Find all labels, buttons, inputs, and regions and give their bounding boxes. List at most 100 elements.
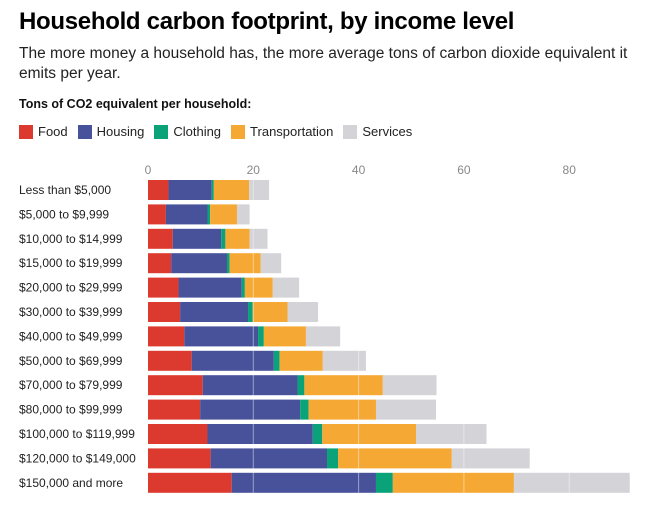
bar-segment-transportation bbox=[225, 228, 250, 249]
bar-segment-housing bbox=[180, 302, 249, 322]
bar-segment-housing bbox=[191, 350, 274, 371]
bar-segment-transportation bbox=[263, 326, 306, 347]
bar-segment-clothing bbox=[211, 180, 214, 200]
bar-segment-clothing bbox=[297, 375, 305, 396]
chart-subtitle: The more money a household has, the more… bbox=[19, 45, 628, 82]
bar-segment-services bbox=[260, 253, 282, 274]
bar-segment-transportation bbox=[279, 350, 323, 371]
bar-segment-services bbox=[249, 180, 270, 200]
bar-segment-clothing bbox=[221, 228, 226, 249]
bar-segment-transportation bbox=[244, 277, 273, 298]
legend-item-services: Services bbox=[343, 124, 412, 139]
bar-segment-housing bbox=[231, 472, 376, 493]
bar-segment-food bbox=[148, 326, 185, 347]
bar-segment-transportation bbox=[229, 253, 261, 274]
bar-segment-transportation bbox=[210, 204, 237, 225]
bar-segment-housing bbox=[207, 424, 313, 444]
bar-segment-services bbox=[382, 375, 437, 396]
bar-segment-clothing bbox=[312, 424, 323, 444]
category-label: $30,000 to $39,999 bbox=[19, 305, 123, 319]
x-tick-label: 0 bbox=[145, 163, 152, 177]
bar-segment-services bbox=[451, 448, 530, 469]
bar-segment-food bbox=[148, 375, 203, 396]
legend-swatch-transportation bbox=[231, 124, 246, 139]
category-label: $150,000 and more bbox=[19, 476, 123, 490]
bar-segment-services bbox=[236, 204, 250, 225]
legend-item-transportation: Transportation bbox=[231, 124, 333, 139]
bar-segment-transportation bbox=[322, 424, 416, 444]
category-label: $80,000 to $99,999 bbox=[19, 403, 123, 417]
bar-segment-transportation bbox=[213, 180, 250, 200]
legend-label-transportation: Transportation bbox=[250, 124, 334, 139]
category-label: $15,000 to $19,999 bbox=[19, 256, 123, 270]
category-label: $40,000 to $49,999 bbox=[19, 329, 123, 343]
bar-segment-clothing bbox=[300, 399, 309, 420]
bar-segment-food bbox=[148, 180, 169, 200]
category-label: $100,000 to $119,999 bbox=[19, 427, 135, 441]
bar-segment-clothing bbox=[226, 253, 230, 274]
legend-label-food: Food bbox=[38, 124, 68, 139]
bar-segment-clothing bbox=[241, 277, 245, 298]
bar-segment-transportation bbox=[252, 302, 288, 322]
category-label: $120,000 to $149,000 bbox=[19, 451, 136, 465]
bar-segment-food bbox=[148, 472, 232, 493]
bar-segment-clothing bbox=[258, 326, 264, 347]
stacked-bar-chart: 0 20 40 60 80 Less than $5,000 $5,000 to $9,99… bbox=[19, 163, 630, 493]
bar-segment-clothing bbox=[248, 302, 253, 322]
bar-segment-services bbox=[249, 228, 268, 249]
bar-segment-housing bbox=[171, 253, 227, 274]
bar-segment-services bbox=[305, 326, 341, 347]
bar-segment-food bbox=[148, 424, 208, 444]
legend-label-clothing: Clothing bbox=[173, 124, 222, 139]
bar-segment-transportation bbox=[304, 375, 383, 396]
bar-segment-services bbox=[375, 399, 436, 420]
bar-segment-housing bbox=[200, 399, 301, 420]
legend-swatch-clothing bbox=[154, 124, 169, 139]
bar-segment-services bbox=[272, 277, 300, 298]
category-label: $5,000 to $9,999 bbox=[19, 207, 109, 221]
bar-segment-food bbox=[148, 204, 166, 225]
legend-item-clothing: Clothing bbox=[154, 124, 221, 139]
bar-segment-transportation bbox=[308, 399, 376, 420]
legend-swatch-housing bbox=[77, 124, 92, 139]
bar-segment-transportation bbox=[338, 448, 452, 469]
bar-segment-food bbox=[148, 253, 172, 274]
bar-segment-clothing bbox=[207, 204, 211, 225]
x-tick-label: 20 bbox=[247, 163, 261, 177]
bar-segment-housing bbox=[178, 277, 242, 298]
x-tick-label: 80 bbox=[563, 163, 577, 177]
bar-segment-housing bbox=[184, 326, 259, 347]
legend-item-housing: Housing bbox=[77, 124, 145, 139]
category-label: Less than $5,000 bbox=[19, 183, 111, 197]
bar-segment-food bbox=[148, 277, 179, 298]
legend-swatch-services bbox=[343, 124, 358, 139]
category-label: $10,000 to $14,999 bbox=[19, 232, 123, 246]
bar-segment-housing bbox=[210, 448, 328, 469]
bar-segment-services bbox=[513, 472, 630, 493]
category-label: $20,000 to $29,999 bbox=[19, 281, 123, 295]
bar-segment-transportation bbox=[392, 472, 514, 493]
bar-segment-housing bbox=[172, 228, 222, 249]
bar-segment-clothing bbox=[375, 472, 393, 493]
bar-segment-food bbox=[148, 302, 181, 322]
legend-swatch-food bbox=[19, 124, 33, 139]
x-tick-label: 40 bbox=[352, 163, 366, 177]
category-label: $70,000 to $79,999 bbox=[19, 378, 123, 392]
bar-segment-food bbox=[148, 448, 211, 469]
bar-segment-food bbox=[148, 399, 201, 420]
legend: Food Housing Clothing Transportation Ser… bbox=[19, 124, 422, 139]
bar-segment-food bbox=[148, 350, 192, 371]
bar-segment-services bbox=[287, 302, 319, 322]
bar-segment-housing bbox=[168, 180, 212, 200]
units-label: Tons of CO2 equivalent per household: bbox=[19, 97, 252, 111]
bar-segment-services bbox=[415, 424, 487, 444]
bar-segment-housing bbox=[202, 375, 298, 396]
legend-label-housing: Housing bbox=[96, 124, 145, 139]
category-label: $50,000 to $69,999 bbox=[19, 354, 123, 368]
bar-segment-food bbox=[148, 228, 173, 249]
bar-segment-clothing bbox=[273, 350, 280, 371]
x-tick-label: 60 bbox=[457, 163, 471, 177]
bar-segment-services bbox=[322, 350, 366, 371]
bar-segment-housing bbox=[165, 204, 208, 225]
chart-title: Household carbon footprint, by income le… bbox=[19, 8, 515, 35]
